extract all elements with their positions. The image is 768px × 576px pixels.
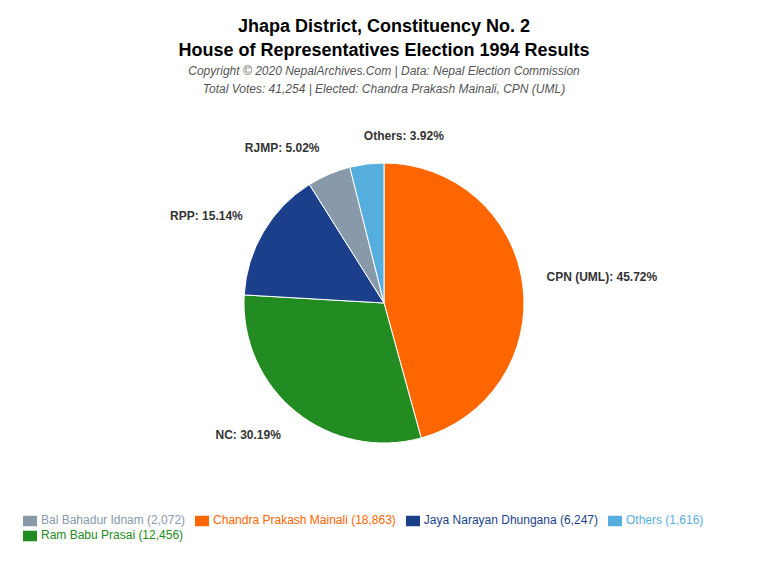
svg-text:CPN (UML): 45.72%: CPN (UML): 45.72% xyxy=(547,270,658,284)
html-text:Bal Bahadur Idnam (2,072): Bal Bahadur Idnam (2,072) xyxy=(41,513,186,528)
html-text:Others (1,616): Others (1,616) xyxy=(626,513,704,528)
svg-text:Others: 3.92%: Others: 3.92% xyxy=(364,129,444,143)
html-text:Total Votes: 41,254 | Elected:: Total Votes: 41,254 | Elected: Chandra P… xyxy=(202,82,566,96)
html-text:Copyright © 2020 NepalArchives: Copyright © 2020 NepalArchives.Com | Dat… xyxy=(188,64,580,78)
html-text:Chandra Prakash Mainali (18,86: Chandra Prakash Mainali (18,863) xyxy=(213,513,396,528)
svg-text:RPP: 15.14%: RPP: 15.14% xyxy=(170,209,243,223)
svg-text:RJMP: 5.02%: RJMP: 5.02% xyxy=(245,141,320,155)
html-text:Jhapa District, Constituency N: Jhapa District, Constituency No. 2 xyxy=(238,16,530,36)
html-text:Jaya Narayan Dhungana (6,247): Jaya Narayan Dhungana (6,247) xyxy=(423,513,598,528)
svg-text:NC: 30.19%: NC: 30.19% xyxy=(216,428,282,442)
html-text:Ram Babu Prasai (12,456): Ram Babu Prasai (12,456) xyxy=(41,528,184,543)
html-text:House of Representatives Elect: House of Representatives Election 1994 R… xyxy=(178,40,590,60)
